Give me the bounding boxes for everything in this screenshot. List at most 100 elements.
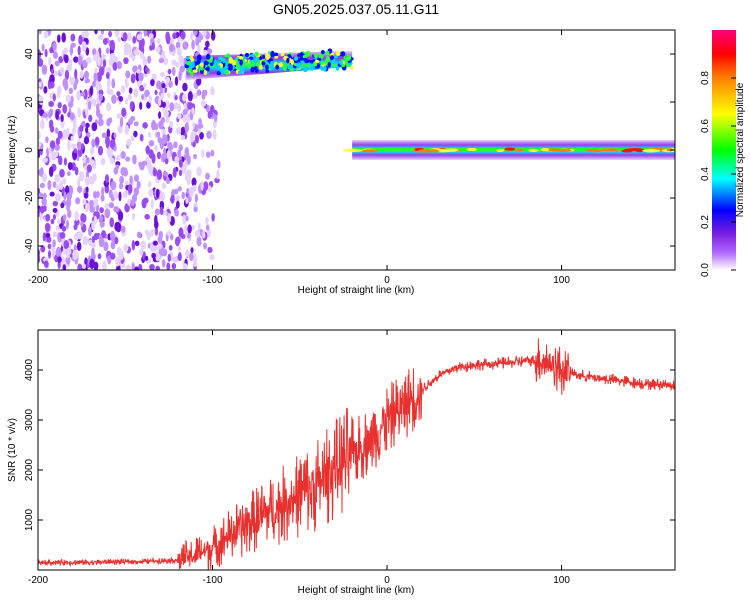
heatmap-cell <box>133 88 139 98</box>
heatmap-cell <box>165 76 171 84</box>
heatmap-cell <box>91 138 96 148</box>
snr-series-line <box>38 338 675 570</box>
heatmap-cell <box>138 39 144 48</box>
heatmap-cell <box>48 146 52 154</box>
heatmap-cell <box>164 82 169 88</box>
heatmap-cell <box>73 148 78 154</box>
heatmap-cell <box>60 114 64 122</box>
heatmap-cell <box>95 79 99 90</box>
heatmap-cell <box>112 62 118 71</box>
heatmap-cell <box>265 53 271 60</box>
heatmap-cell <box>238 56 244 60</box>
heatmap-cell <box>108 117 113 124</box>
heatmap-cell <box>160 92 164 101</box>
heatmap-cell <box>335 50 341 57</box>
heatmap-cell <box>185 215 189 222</box>
heatmap-cell <box>192 121 196 128</box>
heatmap-cell <box>167 92 171 99</box>
heatmap-cell <box>159 71 166 77</box>
heatmap-cell <box>184 147 190 156</box>
heatmap-cell <box>109 52 116 60</box>
heatmap-cell <box>43 30 49 39</box>
heatmap-cell <box>178 169 183 177</box>
heatmap-cell <box>197 123 204 129</box>
heatmap-cell <box>585 149 605 153</box>
heatmap-cell <box>81 213 87 223</box>
heatmap-cell <box>103 241 109 252</box>
heatmap-cell <box>148 140 155 147</box>
heatmap-cell <box>133 49 139 56</box>
heatmap-cell <box>154 245 159 251</box>
heatmap-cell <box>361 149 378 153</box>
heatmap-cell <box>504 147 516 151</box>
heatmap-cell <box>224 54 228 58</box>
heatmap-cell <box>63 157 68 166</box>
heatmap-y-tick-label: -40 <box>24 238 35 253</box>
heatmap-cell <box>167 253 171 263</box>
heatmap-cell <box>182 93 187 102</box>
heatmap-cell <box>101 230 107 239</box>
heatmap-cell <box>182 109 188 116</box>
colorbar-tick-label: 0.8 <box>700 71 711 85</box>
heatmap-cell <box>129 175 133 185</box>
heatmap-cell <box>189 55 194 61</box>
heatmap-cell <box>95 50 100 61</box>
heatmap-cell <box>65 94 71 104</box>
heatmap-cell <box>265 64 269 71</box>
heatmap-cell <box>77 185 83 194</box>
heatmap-cell <box>89 258 95 270</box>
heatmap-cell <box>466 147 477 152</box>
heatmap-cell <box>41 64 48 75</box>
heatmap-cell <box>186 155 191 165</box>
heatmap-cell <box>102 59 107 68</box>
heatmap-cell <box>125 70 131 79</box>
heatmap-cell <box>151 120 157 131</box>
heatmap-cell <box>299 57 304 61</box>
heatmap-cell <box>644 149 655 153</box>
heatmap-cell <box>178 144 183 152</box>
heatmap-cell <box>92 173 97 182</box>
heatmap-cell <box>170 194 175 204</box>
heatmap-cell <box>97 253 102 260</box>
heatmap-cell <box>114 221 120 232</box>
heatmap-cell <box>244 52 250 58</box>
heatmap-cell <box>165 31 170 42</box>
heatmap-cell <box>86 164 92 173</box>
heatmap-cell <box>169 233 174 241</box>
heatmap-cell <box>147 181 152 188</box>
heatmap-cell <box>147 164 154 175</box>
heatmap-cell <box>129 101 134 111</box>
heatmap-cell <box>94 198 99 207</box>
heatmap-cell <box>147 55 152 64</box>
heatmap-cell <box>124 98 129 105</box>
heatmap-cell <box>49 81 55 89</box>
heatmap-cell <box>133 174 140 182</box>
snr-axes: -200 -100 0 100 1000 2000 3000 4000 <box>24 330 675 586</box>
heatmap-cell <box>185 61 192 66</box>
heatmap-cell <box>150 228 156 234</box>
heatmap-cell <box>208 185 212 193</box>
heatmap-cell <box>118 96 124 102</box>
heatmap-cell <box>133 121 139 127</box>
heatmap-cell <box>342 148 363 152</box>
heatmap-cell <box>57 155 63 166</box>
heatmap-cell <box>169 102 175 112</box>
heatmap-cell <box>203 69 208 76</box>
heatmap-cell <box>156 38 161 44</box>
heatmap-cell <box>161 83 166 89</box>
heatmap-cell <box>57 85 62 96</box>
heatmap-cell <box>144 89 150 98</box>
heatmap-cell <box>140 94 145 100</box>
heatmap-cell <box>196 89 201 96</box>
heatmap-cell <box>156 80 162 90</box>
heatmap-cell <box>63 240 70 250</box>
heatmap-cell <box>47 179 52 191</box>
heatmap-cell <box>139 133 144 142</box>
heatmap-cell <box>335 65 340 71</box>
heatmap-cell <box>49 140 56 149</box>
heatmap-cell <box>196 166 202 176</box>
heatmap-cell <box>79 125 84 133</box>
heatmap-cell <box>195 76 202 86</box>
heatmap-cell <box>73 223 78 231</box>
heatmap-cell <box>132 65 137 73</box>
